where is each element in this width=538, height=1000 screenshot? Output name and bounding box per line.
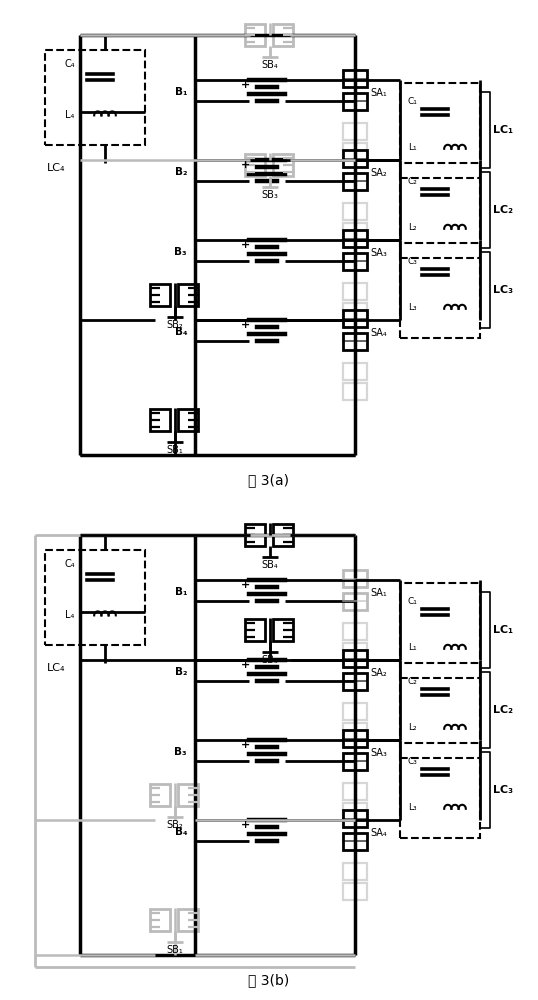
Bar [45, 50, 145, 145]
Text: SA₃: SA₃ [370, 248, 387, 258]
Bar [343, 310, 367, 327]
Text: SB₂: SB₂ [167, 320, 183, 330]
Bar [343, 203, 367, 220]
Text: C₁: C₁ [407, 597, 417, 606]
Bar [343, 333, 367, 350]
Text: B₄: B₄ [174, 327, 187, 337]
Text: LC₃: LC₃ [493, 785, 513, 795]
Text: C₃: C₃ [407, 257, 417, 266]
Text: L₄: L₄ [65, 610, 75, 620]
Bar [343, 623, 367, 640]
Text: B₃: B₃ [174, 247, 187, 257]
Bar [343, 93, 367, 110]
Text: L₁: L₁ [408, 644, 416, 652]
Bar [343, 253, 367, 270]
Text: LC₄: LC₄ [47, 663, 66, 673]
Bar [343, 303, 367, 320]
Text: SA₄: SA₄ [370, 328, 387, 338]
Text: SB₃: SB₃ [261, 190, 279, 200]
Bar [343, 723, 367, 740]
Bar [400, 162, 480, 257]
Bar [343, 143, 367, 160]
Text: B₂: B₂ [174, 167, 187, 177]
Text: LC₂: LC₂ [493, 205, 513, 215]
Text: SA₂: SA₂ [370, 668, 387, 678]
Bar [343, 783, 367, 800]
Text: B₁: B₁ [174, 87, 187, 97]
Bar [343, 643, 367, 660]
Text: SA₃: SA₃ [370, 748, 387, 758]
Text: +: + [240, 160, 250, 170]
Bar [400, 582, 480, 678]
Text: SB₄: SB₄ [261, 60, 278, 70]
Text: LC₂: LC₂ [493, 705, 513, 715]
Bar [343, 703, 367, 720]
Text: +: + [240, 820, 250, 830]
Text: SA₂: SA₂ [370, 168, 387, 178]
Text: C₄: C₄ [65, 559, 75, 569]
Text: B₄: B₄ [174, 827, 187, 837]
Text: C₃: C₃ [407, 757, 417, 766]
Bar [343, 570, 367, 587]
Text: +: + [240, 580, 250, 590]
Text: B₃: B₃ [174, 747, 187, 757]
Bar [343, 593, 367, 610]
Text: +: + [240, 80, 250, 90]
Text: +: + [240, 320, 250, 330]
Text: L₁: L₁ [408, 143, 416, 152]
Text: LC₃: LC₃ [493, 285, 513, 295]
Bar [343, 70, 367, 87]
Bar [400, 662, 480, 758]
Text: +: + [240, 240, 250, 250]
Text: SB₁: SB₁ [167, 445, 183, 455]
Text: L₃: L₃ [408, 804, 416, 812]
Bar [343, 223, 367, 240]
Text: B₂: B₂ [174, 667, 187, 677]
Text: C₂: C₂ [407, 177, 417, 186]
Bar [343, 810, 367, 827]
Text: SA₄: SA₄ [370, 828, 387, 838]
Bar [343, 230, 367, 247]
Bar [343, 150, 367, 167]
Text: +: + [240, 740, 250, 750]
Text: SB₂: SB₂ [167, 820, 183, 830]
Text: 图 3(b): 图 3(b) [249, 973, 289, 987]
Bar [400, 83, 480, 178]
Bar [343, 650, 367, 667]
Bar [343, 833, 367, 850]
Text: SB₃: SB₃ [261, 655, 279, 665]
Text: SB₁: SB₁ [167, 945, 183, 955]
Bar [343, 123, 367, 140]
Bar [343, 883, 367, 900]
Text: SA₁: SA₁ [370, 88, 387, 98]
Bar [343, 363, 367, 380]
Text: LC₁: LC₁ [493, 625, 513, 635]
Bar [343, 753, 367, 770]
Text: LC₁: LC₁ [493, 125, 513, 135]
Text: 图 3(a): 图 3(a) [249, 473, 289, 487]
Bar [343, 803, 367, 820]
Text: +: + [240, 660, 250, 670]
Text: SB₄: SB₄ [261, 560, 278, 570]
Bar [343, 383, 367, 400]
Bar [400, 242, 480, 338]
Text: L₄: L₄ [65, 110, 75, 120]
Bar [343, 283, 367, 300]
Text: LC₄: LC₄ [47, 163, 66, 173]
Text: B₁: B₁ [174, 587, 187, 597]
Bar [343, 673, 367, 690]
Bar [343, 173, 367, 190]
Text: L₂: L₂ [408, 224, 416, 232]
Bar [400, 742, 480, 838]
Text: SA₁: SA₁ [370, 588, 387, 598]
Bar [343, 863, 367, 880]
Text: C₂: C₂ [407, 677, 417, 686]
Bar [45, 550, 145, 645]
Text: L₂: L₂ [408, 724, 416, 732]
Text: C₁: C₁ [407, 97, 417, 106]
Bar [343, 730, 367, 747]
Text: C₄: C₄ [65, 59, 75, 69]
Text: L₃: L₃ [408, 304, 416, 312]
